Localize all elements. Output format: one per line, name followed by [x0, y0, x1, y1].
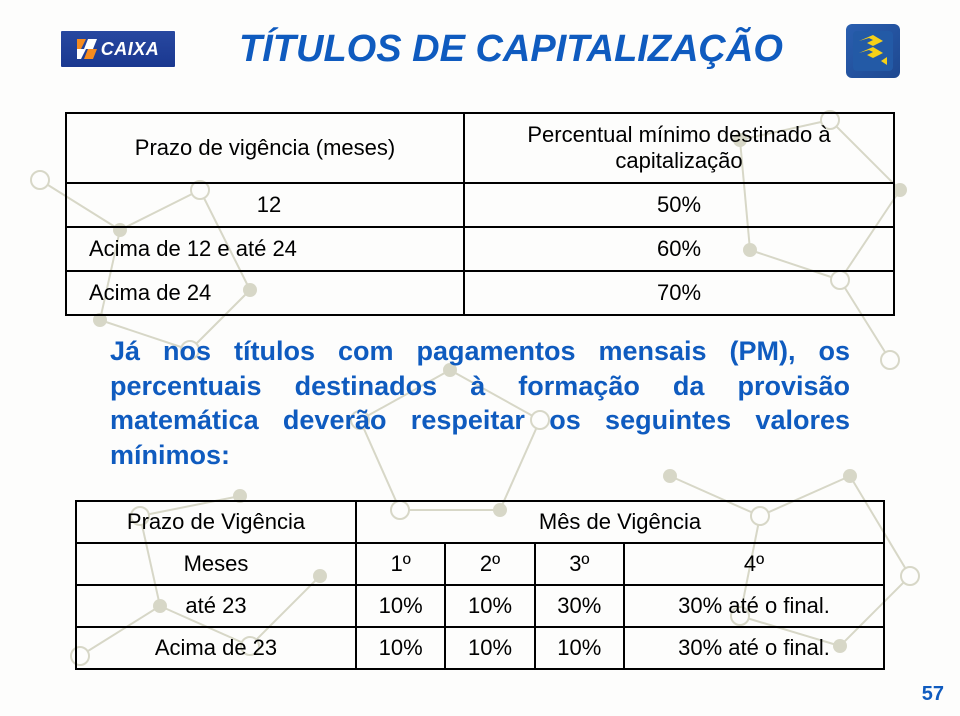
table1-r0-c0: 12: [66, 183, 464, 227]
table2-header1: Prazo de Vigência Mês de Vigência: [76, 501, 884, 543]
bb-logo: [846, 24, 900, 78]
table1-r2-c0: Acima de 24: [66, 271, 464, 315]
table-valores-minimos: Prazo de Vigência Mês de Vigência Meses …: [75, 500, 885, 670]
table2-h1-c0: Prazo de Vigência: [76, 501, 356, 543]
table2-r0-c4: 30% até o final.: [624, 585, 884, 627]
page-title: TÍTULOS DE CAPITALIZAÇÃO: [176, 28, 846, 71]
table2-r1-c4: 30% até o final.: [624, 627, 884, 669]
header-row: CAIXA TÍTULOS DE CAPITALIZAÇÃO: [60, 28, 900, 78]
table2-h2-c3: 3º: [535, 543, 624, 585]
table1-r1-c0: Acima de 12 e até 24: [66, 227, 464, 271]
table2-h1-c1: Mês de Vigência: [356, 501, 884, 543]
table-row: Acima de 24 70%: [66, 271, 894, 315]
table2-h2-c0: Meses: [76, 543, 356, 585]
body-text: Já nos títulos com pagamentos mensais (P…: [110, 334, 850, 472]
table2-h2-c2: 2º: [445, 543, 534, 585]
table1-h2: Percentual mínimo destinado à capitaliza…: [464, 113, 894, 183]
table2-r0-c2: 10%: [445, 585, 534, 627]
table-row: 12 50%: [66, 183, 894, 227]
table2-header2: Meses 1º 2º 3º 4º: [76, 543, 884, 585]
table2-r1-c1: 10%: [356, 627, 445, 669]
caixa-logo-text: CAIXA: [101, 39, 160, 60]
table1-r1-c1: 60%: [464, 227, 894, 271]
caixa-x-icon: [77, 39, 97, 59]
page-number: 57: [922, 683, 944, 706]
table2-r1-c0: Acima de 23: [76, 627, 356, 669]
table2-h2-c4: 4º: [624, 543, 884, 585]
table1-r0-c1: 50%: [464, 183, 894, 227]
table2-r0-c3: 30%: [535, 585, 624, 627]
table1-h1: Prazo de vigência (meses): [66, 113, 464, 183]
bb-logo-icon: [853, 31, 893, 71]
table-row: Acima de 23 10% 10% 10% 30% até o final.: [76, 627, 884, 669]
table-percentual: Prazo de vigência (meses) Percentual mín…: [65, 112, 895, 316]
table2-h2-c1: 1º: [356, 543, 445, 585]
table-row: Acima de 12 e até 24 60%: [66, 227, 894, 271]
caixa-logo: CAIXA: [60, 30, 176, 68]
table1-r2-c1: 70%: [464, 271, 894, 315]
table-row: até 23 10% 10% 30% 30% até o final.: [76, 585, 884, 627]
table2-r1-c3: 10%: [535, 627, 624, 669]
table2-r0-c1: 10%: [356, 585, 445, 627]
table-header-row: Prazo de vigência (meses) Percentual mín…: [66, 113, 894, 183]
table2-r0-c0: até 23: [76, 585, 356, 627]
table2-r1-c2: 10%: [445, 627, 534, 669]
